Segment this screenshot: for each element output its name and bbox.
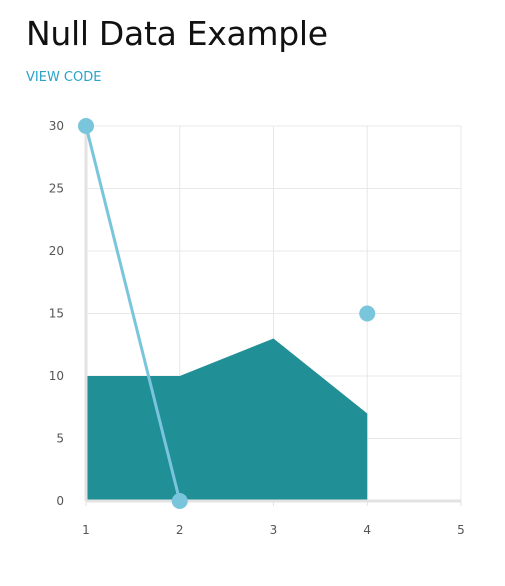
- y-tick-label: 15: [49, 307, 64, 321]
- tick-labels: 0 5 10 15 20 25 30 1 2 3 4 5: [49, 119, 465, 537]
- line-points: [78, 118, 376, 509]
- y-tick-label: 20: [49, 244, 64, 258]
- line-series: [84, 124, 182, 503]
- y-tick-label: 0: [56, 494, 64, 508]
- y-tick-label: 25: [49, 182, 64, 196]
- x-tick-label: 5: [457, 523, 465, 537]
- data-point[interactable]: [78, 118, 94, 134]
- view-code-link[interactable]: VIEW CODE: [26, 70, 102, 85]
- y-tick-label: 5: [56, 432, 64, 446]
- page-title: Null Data Example: [26, 14, 328, 53]
- x-tick-label: 3: [270, 523, 278, 537]
- y-tick-label: 30: [49, 119, 64, 133]
- line-segment: [84, 124, 182, 503]
- x-tick-label: 4: [363, 523, 371, 537]
- y-tick-label: 10: [49, 369, 64, 383]
- area-shape: [86, 338, 368, 501]
- x-tick-label: 2: [176, 523, 184, 537]
- area-series: [86, 338, 368, 501]
- data-point[interactable]: [171, 493, 188, 509]
- x-tick-label: 1: [82, 523, 90, 537]
- data-point[interactable]: [359, 305, 376, 322]
